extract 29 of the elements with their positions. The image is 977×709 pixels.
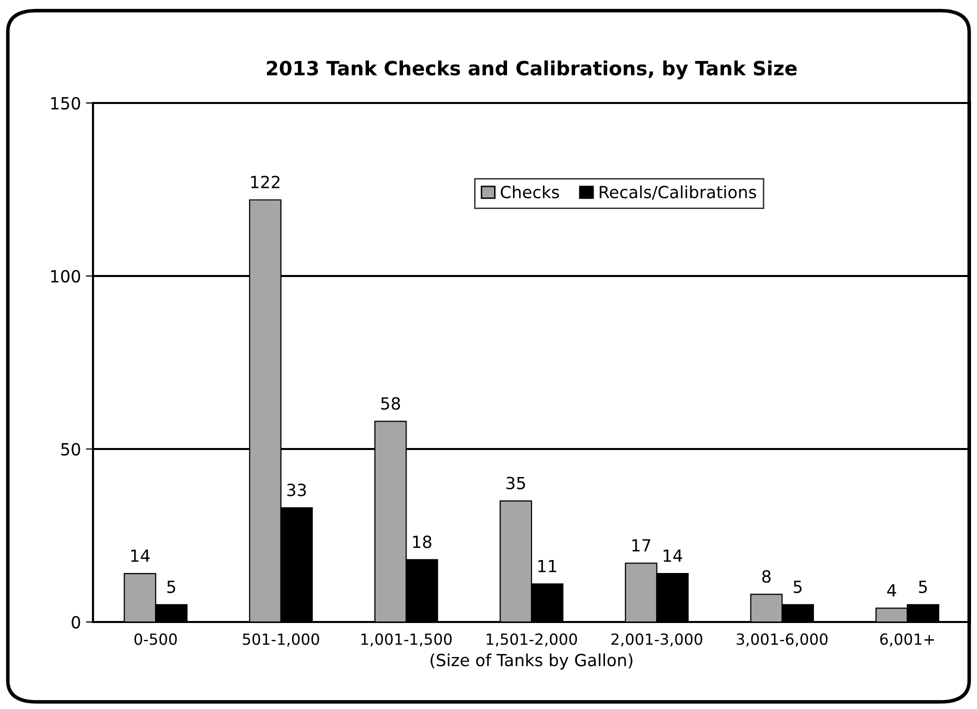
data-label: 5	[167, 580, 176, 594]
y-tick-label: 150	[51, 96, 80, 110]
x-tick-label: 3,001-6,000	[736, 633, 828, 646]
data-label: 4	[887, 584, 896, 596]
data-label: 58	[381, 397, 400, 410]
data-label: 33	[287, 484, 306, 496]
chart-title: 2013 Tank Checks and Calibrations, by Tank Size	[266, 60, 797, 80]
data-label: 11	[538, 560, 556, 572]
data-label: 17	[632, 539, 650, 552]
data-label: 18	[413, 536, 432, 548]
data-label: 122	[251, 176, 280, 188]
y-tick-label: 0	[72, 616, 80, 629]
x-tick-label: 0-500	[134, 633, 177, 645]
y-tick-label: 100	[51, 270, 80, 283]
legend-label: Checks	[500, 185, 559, 198]
x-tick-label: 1,501-2,000	[486, 633, 577, 646]
data-label: 14	[664, 550, 682, 562]
data-label: 5	[794, 580, 802, 594]
x-tick-label: 501-1,000	[242, 633, 320, 646]
legend-label: Recals/Calibrations	[600, 185, 756, 200]
x-tick-label: 6,001+	[880, 633, 934, 646]
x-tick-label: 2,001-3,000	[611, 633, 702, 646]
data-label: 5	[919, 580, 927, 594]
data-label: 35	[506, 476, 525, 490]
x-tick-label: 1,001-1,500	[361, 633, 452, 646]
data-label: 14	[131, 550, 150, 562]
data-label: 8	[762, 570, 771, 583]
y-tick-label: 50	[61, 442, 80, 456]
x-axis-title: (Size of Tanks by Gallon)	[430, 653, 632, 670]
